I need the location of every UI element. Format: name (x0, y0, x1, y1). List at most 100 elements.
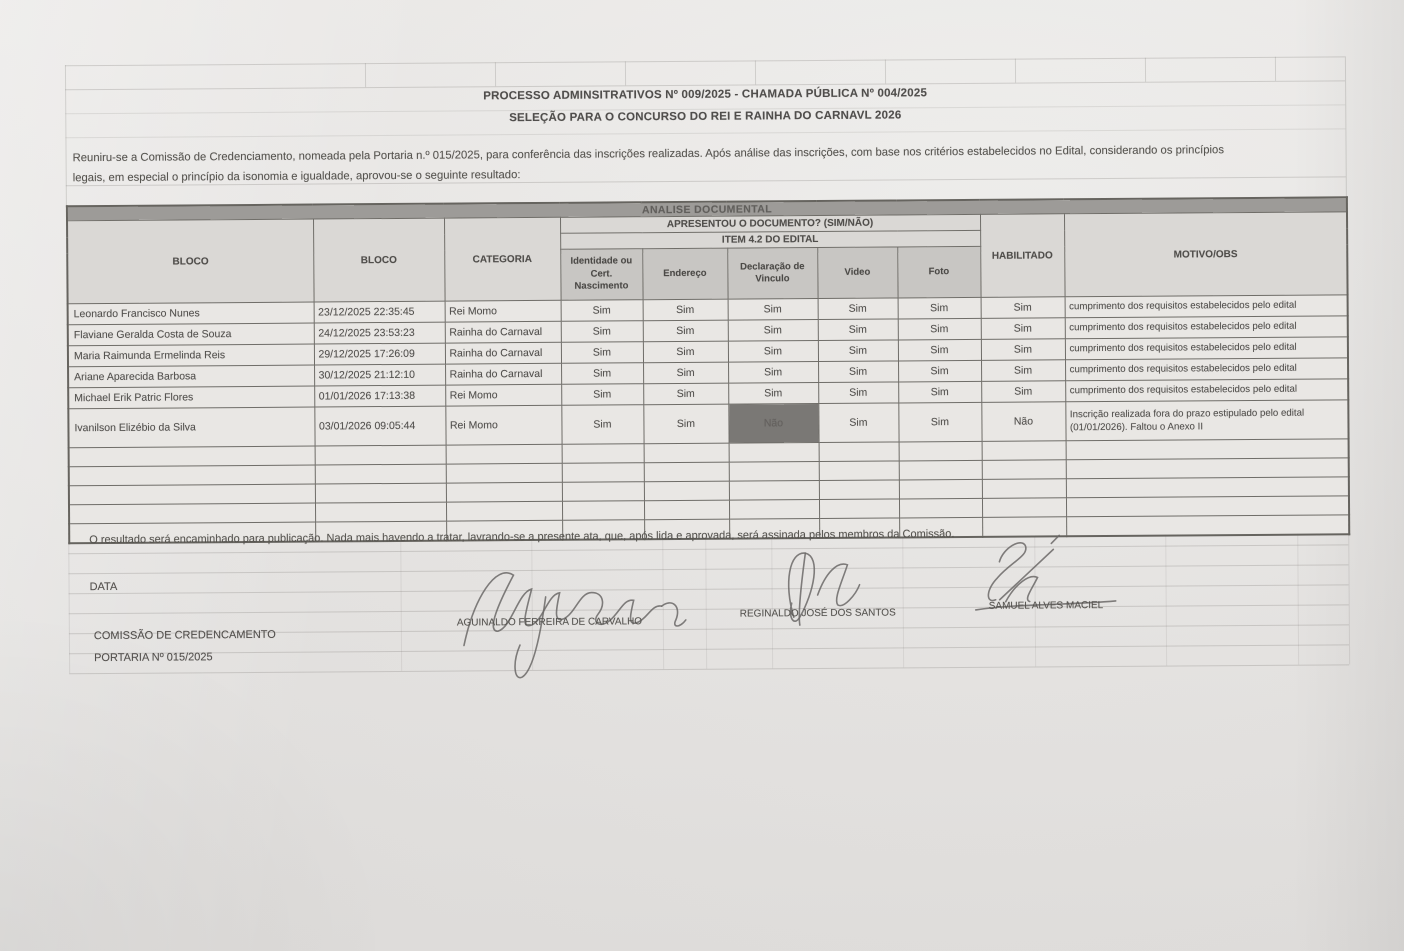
signatory-name-1: AGUINALDO FERREIRA DE CARVALHO (456, 616, 643, 629)
cell-video: Sim (817, 318, 898, 341)
cell-endereco: Sim (642, 320, 728, 342)
cell-habilitado: Sim (980, 296, 1065, 319)
cell-nome: Leonardo Francisco Nunes (67, 302, 314, 325)
cell-motivo: cumprimento dos requisitos estabelecidos… (1064, 315, 1348, 339)
empty-cell (445, 444, 562, 465)
empty-cell (314, 502, 447, 523)
empty-cell (561, 500, 645, 521)
commission-label: COMISSÃO DE CREDENCAMENTO (93, 628, 276, 643)
empty-cell (643, 481, 729, 501)
empty-cell (561, 443, 644, 464)
empty-cell (1065, 476, 1350, 498)
empty-cell (561, 462, 644, 483)
empty-cell (728, 461, 819, 482)
grid-line-v (1014, 58, 1017, 83)
cell-foto: Sim (897, 318, 981, 340)
cell-motivo: cumprimento dos requisitos estabelecidos… (1065, 357, 1349, 381)
cell-endereco: Sim (642, 299, 728, 321)
cell-data-hora: 03/01/2026 09:05:44 (314, 406, 446, 447)
cell-endereco: Sim (642, 341, 729, 363)
empty-cell (1065, 457, 1349, 479)
cell-categoria: Rainha do Carnaval (444, 342, 562, 365)
col-header-bloco-data: BLOCO (313, 218, 445, 303)
col-header-identidade: Identidade ou Cert. Nascimento (560, 248, 643, 301)
document-sheet: PROCESSO ADMINSITRATIVOS Nº 009/2025 - C… (62, 53, 1353, 722)
empty-cell (643, 462, 729, 482)
col-header-motivo: MOTIVO/OBS (1063, 211, 1348, 297)
grid-line-v (754, 60, 757, 85)
empty-cell (68, 503, 316, 524)
col-header-declaracao: Declaração de Vinculo (727, 247, 818, 300)
grid-line-v (1144, 57, 1147, 82)
empty-cell (314, 483, 446, 504)
cell-identidade: Sim (561, 383, 644, 406)
cell-categoria: Rei Momo (445, 405, 562, 446)
cell-endereco: Sim (643, 383, 729, 405)
cell-identidade: Sim (560, 320, 643, 343)
handwritten-signatures (463, 534, 1117, 679)
empty-cell (818, 498, 900, 519)
cell-habilitado: Não (981, 401, 1066, 442)
cell-nome: Flaviane Geralda Costa de Souza (67, 323, 314, 346)
grid-line-v (1348, 524, 1351, 665)
empty-cell (728, 480, 819, 501)
cell-identidade: Sim (561, 362, 644, 385)
cell-declaracao: Sim (727, 340, 819, 363)
cell-identidade: Sim (560, 299, 643, 322)
signature-samuel-ink (974, 534, 1117, 611)
cell-nome: Ivanilson Elizébio da Silva (68, 407, 315, 448)
cell-nome: Maria Raimunda Ermelinda Reis (67, 344, 315, 367)
empty-cell (981, 459, 1066, 480)
grid-line-v (1274, 56, 1277, 81)
signatory-name-2: REGINALDO JOSÉ DOS SANTOS (739, 607, 896, 620)
cell-categoria: Rainha do Carnaval (444, 321, 561, 344)
col-header-categoria: CATEGORIA (444, 217, 561, 302)
empty-cell (314, 464, 446, 485)
cell-declaracao-highlighted: Não (728, 403, 819, 444)
cell-data-hora: 30/12/2025 21:12:10 (314, 364, 446, 387)
signature-reginaldo-ink (787, 552, 861, 626)
empty-cell (981, 497, 1067, 518)
cell-habilitado: Sim (981, 359, 1066, 382)
grid-line-v (884, 59, 887, 84)
cell-foto: Sim (897, 339, 982, 361)
grid-line-v (494, 62, 497, 87)
empty-cell (445, 463, 562, 484)
cell-video: Sim (817, 297, 898, 320)
cell-endereco: Sim (643, 362, 729, 384)
empty-cell (1065, 438, 1349, 460)
cell-video: Sim (818, 402, 899, 443)
cell-nome: Ariane Aparecida Barbosa (68, 365, 315, 388)
cell-motivo: Inscrição realizada fora do prazo estipu… (1065, 399, 1349, 441)
grid-line-h (64, 56, 1345, 67)
empty-cell (818, 479, 899, 500)
empty-cell (898, 479, 982, 499)
analysis-table: ANALISE DOCUMENTAL BLOCO BLOCO CATEGORIA… (65, 196, 1351, 545)
cell-motivo: cumprimento dos requisitos estabelecidos… (1064, 294, 1348, 318)
cell-categoria: Rei Momo (445, 384, 562, 407)
cell-foto: Sim (898, 402, 982, 442)
empty-cell (643, 500, 730, 520)
col-header-foto: Foto (897, 246, 981, 298)
cell-identidade: Sim (561, 404, 644, 445)
signature-aguinaldo-ink (463, 572, 687, 679)
cell-categoria: Rainha do Carnaval (445, 363, 562, 386)
col-header-habilitado: HABILITADO (979, 213, 1065, 298)
empty-cell (898, 460, 982, 480)
empty-cell (68, 465, 315, 486)
empty-cell (1065, 495, 1350, 517)
grid-line-v (1344, 56, 1347, 197)
cell-video: Sim (818, 360, 899, 383)
cell-foto: Sim (898, 360, 982, 382)
cell-video: Sim (818, 381, 899, 404)
portaria-label: PORTARIA Nº 015/2025 (94, 651, 213, 665)
empty-cell (818, 441, 899, 462)
cell-declaracao: Sim (727, 319, 818, 342)
cell-data-hora: 29/12/2025 17:26:09 (313, 343, 446, 366)
date-label: DATA (89, 580, 118, 594)
grid-line-h (65, 128, 1346, 139)
cell-foto: Sim (897, 297, 981, 319)
grid-line-v (624, 61, 627, 86)
grid-line-v (364, 63, 367, 88)
